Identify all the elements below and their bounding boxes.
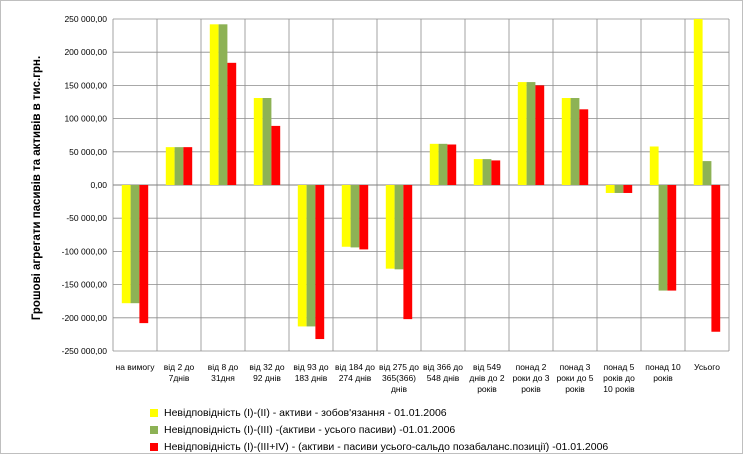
bar-series-1 bbox=[517, 82, 527, 185]
bar-series-3 bbox=[667, 185, 677, 291]
x-tick-label: від 275 до 365(366) днів bbox=[379, 362, 419, 394]
bar-series-3 bbox=[623, 185, 633, 193]
bar-series-2 bbox=[350, 185, 360, 248]
bar-series-2 bbox=[702, 161, 712, 185]
legend-swatch-series-2 bbox=[150, 425, 158, 434]
x-tick-label: на вимогу bbox=[116, 362, 156, 372]
y-tick-label: -200 000,00 bbox=[62, 313, 108, 323]
bar-series-3 bbox=[447, 144, 457, 185]
bar-series-3 bbox=[579, 109, 589, 185]
legend: Невідповідність (I)-(II) - активи - зобо… bbox=[150, 404, 608, 455]
bar-series-1 bbox=[473, 159, 483, 185]
bar-series-2 bbox=[262, 98, 272, 185]
x-tick-label: від 93 до 183 днів bbox=[293, 362, 329, 383]
bar-series-1 bbox=[649, 146, 659, 185]
legend-label-series-2: Невідповідність (I)-(III) -(активи - усь… bbox=[164, 423, 456, 436]
x-tick-label: від 549 днів до 2 років bbox=[469, 362, 504, 394]
bar-series-3 bbox=[403, 185, 413, 320]
bar-series-2 bbox=[526, 82, 536, 185]
y-tick-labels: 250 000,00 200 000,00 150 000,00 100 000,00… bbox=[62, 14, 108, 356]
legend-item-series-2: Невідповідність (I)-(III) -(активи - усь… bbox=[150, 421, 608, 438]
x-tick-label: понад 10 років bbox=[645, 362, 681, 383]
bar-series-1 bbox=[429, 143, 439, 185]
bar-series-3 bbox=[359, 185, 369, 250]
bar-series-2 bbox=[130, 185, 140, 304]
bar-series-2 bbox=[482, 159, 492, 185]
y-tick-label: 150 000,00 bbox=[64, 80, 107, 90]
bar-series-3 bbox=[139, 185, 149, 324]
x-tick-labels: на вимогу від 2 до 7днів від 8 до 31дня від 3… bbox=[116, 362, 721, 394]
bar-series-1 bbox=[121, 185, 131, 304]
x-tick-label: понад 3 роки до 5 років bbox=[556, 362, 593, 394]
bar-series-2 bbox=[570, 98, 580, 185]
legend-swatch-series-3 bbox=[150, 442, 158, 451]
legend-label-series-1: Невідповідність (I)-(II) - активи - зобо… bbox=[164, 406, 447, 419]
legend-item-series-1: Невідповідність (I)-(II) - активи - зобо… bbox=[150, 404, 608, 421]
y-tick-label: -50 000,00 bbox=[66, 213, 107, 223]
bar-series-1 bbox=[253, 98, 263, 185]
x-tick-label: понад 2 роки до 3 років bbox=[512, 362, 549, 394]
x-tick-label: від 366 до 548 днів bbox=[423, 362, 463, 383]
bar-series-2 bbox=[614, 185, 624, 193]
bar-series-1 bbox=[341, 185, 351, 247]
x-tick-label: від 32 до 92 днів bbox=[249, 362, 285, 383]
bar-series-3 bbox=[183, 147, 193, 185]
bar-series-2 bbox=[394, 185, 404, 270]
y-tick-label: -250 000,00 bbox=[62, 346, 108, 356]
bar-series-2 bbox=[438, 143, 448, 185]
y-axis-label: Грошові агрегати пасивів та активів в ти… bbox=[31, 56, 43, 320]
y-tick-label: 50 000,00 bbox=[69, 147, 107, 157]
legend-label-series-3: Невідповідність (I)-(III+IV) - (активи -… bbox=[164, 440, 609, 453]
bars-layer bbox=[121, 19, 721, 340]
y-tick-label: 200 000,00 bbox=[64, 47, 107, 57]
y-tick-label: 250 000,00 bbox=[64, 14, 107, 24]
bar-series-2 bbox=[306, 185, 316, 327]
bar-series-1 bbox=[165, 147, 175, 185]
x-tick-label: від 8 до 31дня bbox=[208, 362, 239, 383]
bar-series-2 bbox=[658, 185, 668, 291]
bar-series-1 bbox=[561, 98, 571, 185]
x-tick-label: Усього bbox=[694, 362, 720, 372]
bar-series-1 bbox=[297, 185, 307, 327]
bar-series-1 bbox=[605, 185, 615, 193]
y-tick-label: 100 000,00 bbox=[64, 114, 107, 124]
y-tick-label: 0,00 bbox=[90, 180, 107, 190]
bar-series-3 bbox=[491, 160, 501, 185]
bar-series-3 bbox=[315, 185, 325, 340]
y-tick-label: -150 000,00 bbox=[62, 280, 108, 290]
x-tick-label: від 184 до 274 днів bbox=[335, 362, 375, 383]
bar-series-3 bbox=[535, 85, 545, 185]
bar-series-2 bbox=[218, 24, 228, 186]
bar-series-3 bbox=[271, 125, 281, 185]
grid-layer bbox=[112, 18, 730, 352]
bar-series-3 bbox=[227, 62, 237, 185]
y-tick-label: -100 000,00 bbox=[62, 246, 108, 256]
x-tick-label: понад 5 років до 10 років bbox=[603, 362, 635, 394]
bar-series-1 bbox=[385, 185, 395, 269]
x-tick-label: від 2 до 7днів bbox=[164, 362, 195, 383]
legend-item-series-3: Невідповідність (I)-(III+IV) - (активи -… bbox=[150, 438, 608, 455]
legend-swatch-series-1 bbox=[150, 408, 158, 417]
bar-series-3 bbox=[711, 185, 721, 332]
bar-series-2 bbox=[174, 147, 184, 185]
bar-series-1 bbox=[693, 19, 703, 185]
bar-series-1 bbox=[209, 24, 219, 186]
